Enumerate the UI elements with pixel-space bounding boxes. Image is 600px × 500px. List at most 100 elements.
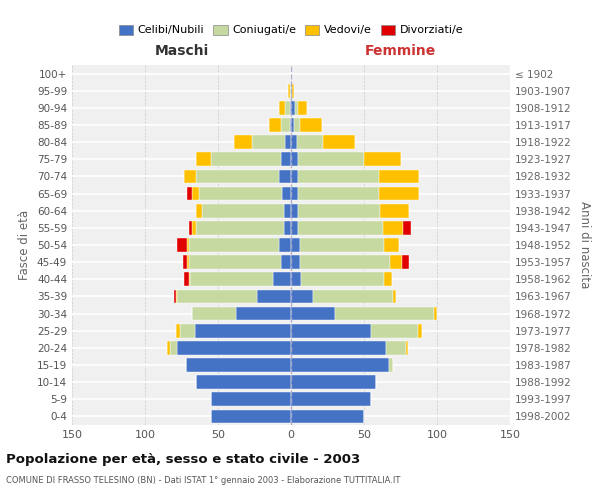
Bar [189,256,281,269]
Bar [418,324,422,338]
Bar [291,376,376,389]
Text: Maschi: Maschi [154,44,209,58]
Bar [211,392,291,406]
Bar [393,290,396,304]
Bar [183,256,187,269]
Bar [323,136,355,149]
Y-axis label: Fasce di età: Fasce di età [19,210,31,280]
Bar [167,341,170,354]
Bar [291,341,386,354]
Bar [285,136,291,149]
Bar [385,272,392,286]
Bar [202,204,284,218]
Bar [257,290,291,304]
Bar [298,186,379,200]
Bar [291,272,301,286]
Bar [291,256,300,269]
Bar [379,170,419,183]
Bar [280,101,285,114]
Bar [281,118,290,132]
Bar [184,170,196,183]
Bar [379,186,419,200]
Bar [291,101,295,114]
Bar [402,256,409,269]
Bar [285,101,290,114]
Bar [371,324,418,338]
Y-axis label: Anni di nascita: Anni di nascita [578,202,591,288]
Bar [291,136,297,149]
Bar [189,238,280,252]
Bar [301,272,385,286]
Bar [300,256,390,269]
Bar [177,290,257,304]
Bar [177,238,187,252]
Bar [170,341,177,354]
Bar [291,204,298,218]
Bar [184,272,189,286]
Bar [386,341,406,354]
Bar [176,290,177,304]
Bar [251,136,285,149]
Text: COMUNE DI FRASSO TELESINO (BN) - Dati ISTAT 1° gennaio 2003 - Elaborazione TUTTI: COMUNE DI FRASSO TELESINO (BN) - Dati IS… [6,476,400,485]
Bar [364,152,401,166]
Bar [196,376,291,389]
Text: Popolazione per età, sesso e stato civile - 2003: Popolazione per età, sesso e stato civil… [6,452,360,466]
Bar [234,136,251,149]
Bar [291,186,298,200]
Bar [291,306,335,320]
Bar [282,186,291,200]
Bar [187,256,189,269]
Bar [187,238,189,252]
Bar [298,152,364,166]
Bar [291,290,313,304]
Bar [385,238,399,252]
Bar [291,238,300,252]
Bar [192,221,196,234]
Bar [189,272,190,286]
Bar [291,84,292,98]
Bar [295,101,298,114]
Bar [192,306,236,320]
Bar [291,324,371,338]
Bar [176,324,180,338]
Legend: Celibi/Nubili, Coniugati/e, Vedovi/e, Divorziati/e: Celibi/Nubili, Coniugati/e, Vedovi/e, Di… [115,20,467,40]
Bar [199,186,282,200]
Bar [189,221,192,234]
Bar [290,118,291,132]
Bar [292,84,294,98]
Bar [236,306,291,320]
Bar [186,358,291,372]
Bar [284,204,291,218]
Bar [291,118,294,132]
Bar [291,221,298,234]
Bar [196,152,211,166]
Bar [291,410,364,424]
Bar [274,272,291,286]
Bar [190,272,274,286]
Bar [194,324,291,338]
Bar [192,186,199,200]
Bar [174,290,176,304]
Bar [291,392,371,406]
Bar [294,118,300,132]
Bar [211,410,291,424]
Bar [406,341,408,354]
Bar [380,204,409,218]
Bar [281,256,291,269]
Bar [300,118,322,132]
Bar [383,221,403,234]
Bar [434,306,437,320]
Bar [284,221,291,234]
Bar [211,152,281,166]
Bar [288,84,290,98]
Bar [300,238,385,252]
Bar [390,256,402,269]
Bar [403,221,411,234]
Bar [290,84,291,98]
Bar [291,152,298,166]
Bar [177,341,291,354]
Bar [180,324,194,338]
Bar [291,170,298,183]
Bar [298,221,383,234]
Text: Femmine: Femmine [365,44,436,58]
